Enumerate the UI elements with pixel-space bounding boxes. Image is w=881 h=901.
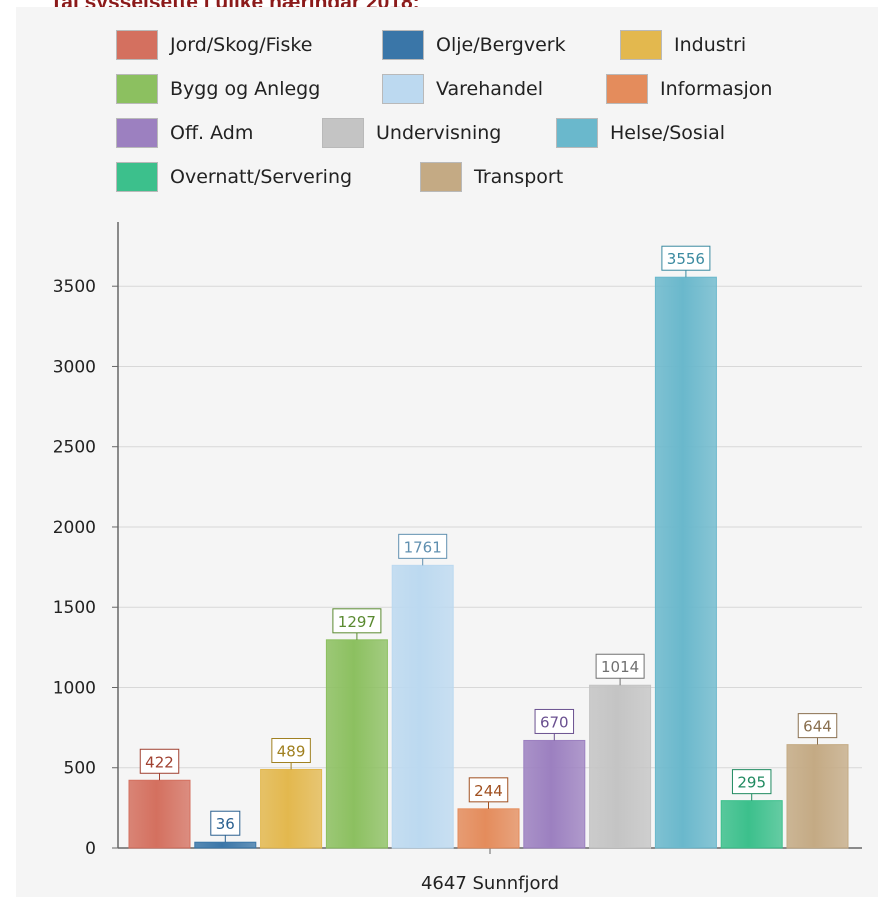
data-label-industri: 489 bbox=[277, 743, 306, 761]
data-label-box bbox=[271, 738, 311, 764]
bar-olje-bergverk bbox=[194, 841, 257, 849]
data-label-varehandel: 1761 bbox=[404, 538, 442, 556]
data-label-box bbox=[534, 708, 575, 734]
legend-label: Industri bbox=[674, 34, 747, 56]
data-label-olje-bergverk: 36 bbox=[216, 815, 235, 833]
data-label-box bbox=[210, 810, 241, 836]
legend-label: Informasjon bbox=[660, 78, 773, 100]
y-tick-label: 500 bbox=[64, 759, 96, 779]
y-tick-label: 3500 bbox=[53, 277, 96, 297]
data-label-off-adm: 670 bbox=[540, 713, 569, 731]
legend-label: Off. Adm bbox=[170, 122, 254, 144]
legend-item-olje-bergverk: Olje/Bergverk bbox=[382, 30, 566, 60]
legend-item-industri: Industri bbox=[620, 30, 746, 60]
y-tick-label: 2000 bbox=[53, 518, 96, 538]
legend-label: Varehandel bbox=[436, 78, 544, 100]
y-tick-label: 1500 bbox=[53, 598, 96, 618]
legend-item-bygg-og-anlegg: Bygg og Anlegg bbox=[116, 74, 320, 104]
data-label-jord-skog-fiske: 422 bbox=[145, 753, 174, 771]
bars bbox=[128, 276, 849, 849]
data-label-box bbox=[731, 769, 772, 795]
legend-label: Transport bbox=[474, 166, 564, 188]
bar-undervisning bbox=[589, 684, 652, 849]
legend-swatch bbox=[116, 74, 158, 104]
legend-swatch bbox=[606, 74, 648, 104]
legend-swatch bbox=[116, 30, 158, 60]
legend-item-jord-skog-fiske: Jord/Skog/Fiske bbox=[116, 30, 312, 60]
legend-item-varehandel: Varehandel bbox=[382, 74, 543, 104]
legend-swatch bbox=[116, 118, 158, 148]
y-tick-label: 1000 bbox=[53, 678, 96, 698]
legend-item-transport: Transport bbox=[420, 162, 563, 192]
legend-swatch bbox=[620, 30, 662, 60]
legend-label: Overnatt/Servering bbox=[170, 166, 353, 188]
data-label-overnatt-servering: 295 bbox=[737, 774, 766, 792]
legend-label: Jord/Skog/Fiske bbox=[170, 34, 313, 56]
legend-swatch bbox=[382, 74, 424, 104]
bar-off-adm bbox=[523, 739, 586, 849]
data-label-box bbox=[332, 608, 382, 634]
data-label-box bbox=[661, 245, 711, 271]
y-tick-label: 2500 bbox=[53, 438, 96, 458]
data-label-transport: 644 bbox=[803, 718, 832, 736]
legend-swatch bbox=[116, 162, 158, 192]
data-labels: 422 36 489 1297 1761 244 670 1014 3556 295 644 bbox=[139, 245, 838, 843]
legend-item-off-adm: Off. Adm bbox=[116, 118, 253, 148]
data-label-box bbox=[595, 653, 645, 679]
bar-jord-skog-fiske bbox=[128, 779, 191, 849]
data-label-helse-sosial: 3556 bbox=[667, 250, 705, 268]
legend-item-undervisning: Undervisning bbox=[322, 118, 501, 148]
data-label-box bbox=[139, 748, 180, 774]
legend-item-informasjon: Informasjon bbox=[606, 74, 772, 104]
legend-label: Bygg og Anlegg bbox=[170, 78, 321, 100]
legend-swatch bbox=[322, 118, 364, 148]
bar-transport bbox=[786, 744, 849, 849]
bar-varehandel bbox=[391, 564, 454, 849]
data-label-bygg-og-anlegg: 1297 bbox=[338, 613, 376, 631]
bar-overnatt-servering bbox=[720, 800, 783, 849]
y-tick-label: 3000 bbox=[53, 357, 96, 377]
y-tick-label: 0 bbox=[85, 839, 96, 859]
data-label-box bbox=[797, 713, 838, 739]
gridlines bbox=[118, 285, 862, 769]
legend-item-overnatt-servering: Overnatt/Servering bbox=[116, 162, 352, 192]
legend-label: Undervisning bbox=[376, 122, 502, 144]
legend-item-helse-sosial: Helse/Sosial bbox=[556, 118, 725, 148]
bar-informasjon bbox=[457, 808, 520, 849]
legend-label: Helse/Sosial bbox=[610, 122, 726, 144]
legend-swatch bbox=[556, 118, 598, 148]
legend-swatch bbox=[382, 30, 424, 60]
bar-bygg-og-anlegg bbox=[325, 639, 388, 849]
data-label-box bbox=[398, 533, 448, 559]
x-category-label: 4647 Sunnfjord bbox=[421, 873, 559, 894]
legend-swatch bbox=[420, 162, 462, 192]
bar-industri bbox=[260, 769, 323, 849]
data-label-box bbox=[468, 777, 509, 803]
bar-helse-sosial bbox=[654, 276, 717, 849]
data-label-undervisning: 1014 bbox=[601, 658, 639, 676]
legend-label: Olje/Bergverk bbox=[436, 34, 566, 56]
data-label-informasjon: 244 bbox=[474, 782, 503, 800]
